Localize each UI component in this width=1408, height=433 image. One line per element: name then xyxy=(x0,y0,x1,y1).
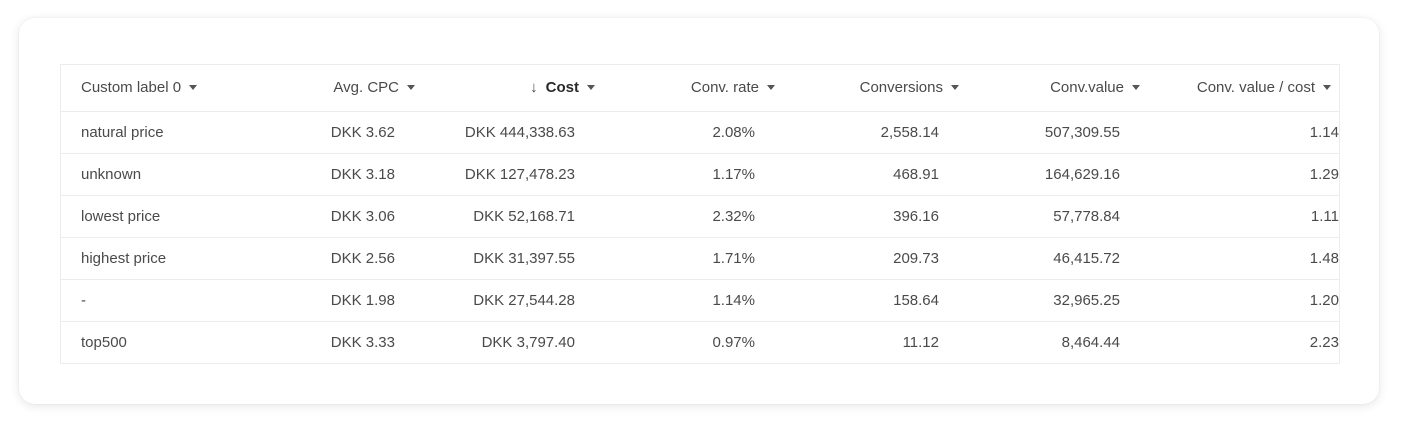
column-header-custom-label-0[interactable]: Custom label 0 xyxy=(61,65,261,111)
column-header-label: Avg. CPC xyxy=(333,79,399,97)
cell-conv-rate: 1.71% xyxy=(712,249,755,267)
cell-conv-value: 8,464.44 xyxy=(1061,333,1120,351)
table-row: highest price DKK 2.56 DKK 31,397.55 1.7… xyxy=(61,237,1339,279)
column-header-avg-cpc[interactable]: Avg. CPC xyxy=(261,65,415,111)
cell-conversions: 158.64 xyxy=(893,291,939,309)
cell-cost: DKK 31,397.55 xyxy=(473,249,575,267)
cell-conv-rate: 2.32% xyxy=(712,207,755,225)
column-header-conversions[interactable]: Conversions xyxy=(755,65,959,111)
cell-cost: DKK 127,478.23 xyxy=(464,165,575,183)
cell-cost: DKK 444,338.63 xyxy=(464,123,575,141)
cell-cost: DKK 3,797.40 xyxy=(481,333,575,351)
caret-down-icon[interactable] xyxy=(189,85,198,91)
cell-conversions: 11.12 xyxy=(902,333,939,351)
column-header-label: Cost xyxy=(545,79,579,97)
cell-avg-cpc: DKK 2.56 xyxy=(330,249,395,267)
cell-conv-value-cost: 1.11 xyxy=(1310,207,1339,225)
cell-label: highest price xyxy=(81,249,167,267)
table-row: natural price DKK 3.62 DKK 444,338.63 2.… xyxy=(61,111,1339,153)
cell-conv-rate: 1.17% xyxy=(712,165,755,183)
cell-conv-value-cost: 1.20 xyxy=(1309,291,1339,309)
cell-avg-cpc: DKK 3.62 xyxy=(330,123,395,141)
arrow-down-icon: ↓ xyxy=(530,79,538,97)
cell-conv-value: 507,309.55 xyxy=(1044,123,1120,141)
cell-conv-value: 32,965.25 xyxy=(1053,291,1120,309)
column-header-label: Conversions xyxy=(859,79,943,97)
cell-conv-value-cost: 2.23 xyxy=(1309,333,1339,351)
cell-conv-value-cost: 1.29 xyxy=(1309,165,1339,183)
cell-avg-cpc: DKK 3.06 xyxy=(330,207,395,225)
table-row: unknown DKK 3.18 DKK 127,478.23 1.17% 46… xyxy=(61,153,1339,195)
caret-down-icon[interactable] xyxy=(1323,85,1331,91)
column-header-label: Conv. rate xyxy=(690,79,759,97)
cell-conversions: 396.16 xyxy=(893,207,939,225)
table-row: - DKK 1.98 DKK 27,544.28 1.14% 158.64 32… xyxy=(61,279,1339,321)
cell-cost: DKK 27,544.28 xyxy=(473,291,575,309)
column-header-conv-rate[interactable]: Conv. rate xyxy=(575,65,775,111)
cell-conv-value: 46,415.72 xyxy=(1053,249,1120,267)
cell-conversions: 468.91 xyxy=(893,165,939,183)
column-header-cost[interactable]: ↓ Cost xyxy=(395,65,595,111)
caret-down-icon[interactable] xyxy=(951,85,959,91)
custom-label-report-table: Custom label 0 Avg. CPC ↓ Cost xyxy=(61,65,1339,363)
cell-label: lowest price xyxy=(81,207,161,225)
cell-avg-cpc: DKK 3.18 xyxy=(330,165,395,183)
column-header-label: Conv.value xyxy=(1050,79,1124,97)
cell-avg-cpc: DKK 3.33 xyxy=(330,333,395,351)
data-table-container: Custom label 0 Avg. CPC ↓ Cost xyxy=(60,64,1340,364)
column-header-label: Custom label 0 xyxy=(81,79,182,97)
cell-conv-rate: 0.97% xyxy=(712,333,755,351)
cell-conv-value-cost: 1.14 xyxy=(1309,123,1339,141)
cell-label: unknown xyxy=(81,165,142,183)
cell-conv-value: 164,629.16 xyxy=(1044,165,1120,183)
table-header-row: Custom label 0 Avg. CPC ↓ Cost xyxy=(61,65,1339,111)
cell-conversions: 209.73 xyxy=(893,249,939,267)
column-header-conv-value[interactable]: Conv.value xyxy=(939,65,1140,111)
cell-label: top500 xyxy=(81,333,127,351)
cell-avg-cpc: DKK 1.98 xyxy=(330,291,395,309)
table-row: lowest price DKK 3.06 DKK 52,168.71 2.32… xyxy=(61,195,1339,237)
caret-down-icon[interactable] xyxy=(587,85,595,91)
report-card: Custom label 0 Avg. CPC ↓ Cost xyxy=(19,18,1379,404)
cell-cost: DKK 52,168.71 xyxy=(473,207,575,225)
column-header-conv-value-cost[interactable]: Conv. value / cost xyxy=(1120,65,1339,111)
table-row: top500 DKK 3.33 DKK 3,797.40 0.97% 11.12… xyxy=(61,321,1339,363)
cell-conv-rate: 2.08% xyxy=(712,123,755,141)
cell-conv-value: 57,778.84 xyxy=(1053,207,1120,225)
caret-down-icon[interactable] xyxy=(1132,85,1140,91)
cell-conv-rate: 1.14% xyxy=(712,291,755,309)
caret-down-icon[interactable] xyxy=(767,85,775,91)
cell-conv-value-cost: 1.48 xyxy=(1309,249,1339,267)
cell-label: - xyxy=(81,291,86,309)
cell-conversions: 2,558.14 xyxy=(880,123,939,141)
column-header-label: Conv. value / cost xyxy=(1196,79,1315,97)
caret-down-icon[interactable] xyxy=(407,85,415,91)
cell-label: natural price xyxy=(81,123,164,141)
